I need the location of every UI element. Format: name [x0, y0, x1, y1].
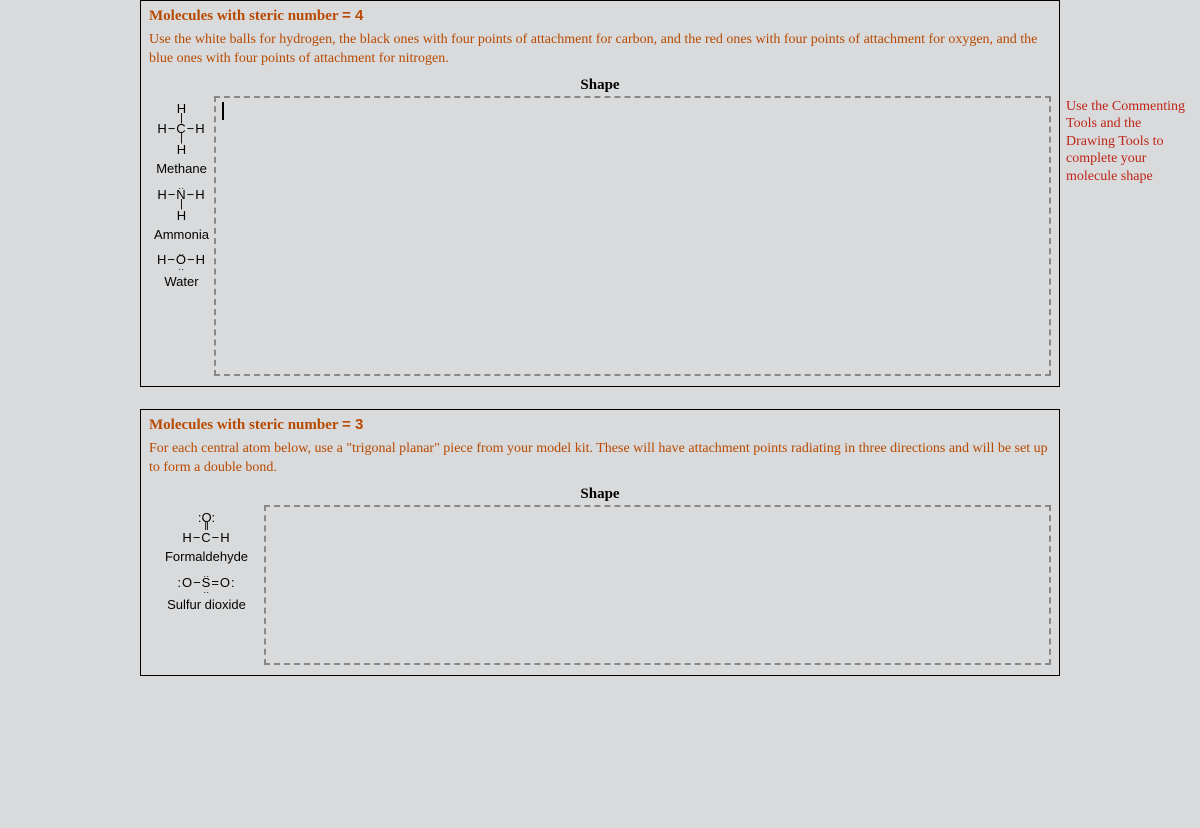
section-3-instructions: For each central atom below, use a "trig…	[149, 440, 1051, 478]
section-3-title: Molecules with steric number = 3	[149, 416, 1051, 434]
methane-h-bot: H	[177, 142, 186, 157]
title-prefix: Molecules with steric number	[149, 8, 342, 24]
ammonia-name: Ammonia	[149, 228, 214, 241]
form-name: Formaldehyde	[149, 550, 264, 563]
methane-block: H | H−C−H | H Methane	[149, 102, 214, 175]
ammonia-h-bot: H	[177, 208, 186, 223]
so2-lone-bot: ..	[149, 589, 264, 592]
so2-name: Sulfur dioxide	[149, 598, 264, 611]
shape-label-4: Shape	[149, 77, 1051, 94]
shape-input-area-4[interactable]	[214, 96, 1051, 376]
molecule-column-3: :O: ‖ H−C−H Formaldehyde .. :O−S=O: .. S…	[149, 505, 264, 665]
ammonia-block: .. H−N−H | H Ammonia	[149, 185, 214, 240]
formaldehyde-block: :O: ‖ H−C−H Formaldehyde	[149, 511, 264, 564]
molecule-column-4: H | H−C−H | H Methane .. H−N−H | H Ammon…	[149, 96, 214, 376]
title3-value: = 3	[342, 416, 363, 433]
title-value: = 4	[342, 7, 363, 24]
title3-prefix: Molecules with steric number	[149, 417, 342, 433]
shape-label-3: Shape	[149, 486, 1051, 503]
annotation-text: Use the Commenting Tools and the Drawing…	[1066, 98, 1186, 186]
water-block: .. H−O−H .. Water	[149, 251, 214, 288]
section-4-instructions: Use the white balls for hydrogen, the bl…	[149, 31, 1051, 69]
section-4-title: Molecules with steric number = 4	[149, 7, 1051, 25]
form-mid: H−C−H	[182, 530, 230, 545]
text-cursor-icon	[222, 102, 224, 120]
section-steric-4: Molecules with steric number = 4 Use the…	[140, 0, 1060, 387]
sulfurdioxide-block: .. :O−S=O: .. Sulfur dioxide	[149, 573, 264, 610]
shape-input-area-3[interactable]	[264, 505, 1051, 665]
section-steric-3: Molecules with steric number = 3 For eac…	[140, 409, 1060, 676]
section-3-content: :O: ‖ H−C−H Formaldehyde .. :O−S=O: .. S…	[149, 505, 1051, 665]
methane-name: Methane	[149, 162, 214, 175]
section-4-content: H | H−C−H | H Methane .. H−N−H | H Ammon…	[149, 96, 1051, 376]
water-name: Water	[149, 275, 214, 288]
